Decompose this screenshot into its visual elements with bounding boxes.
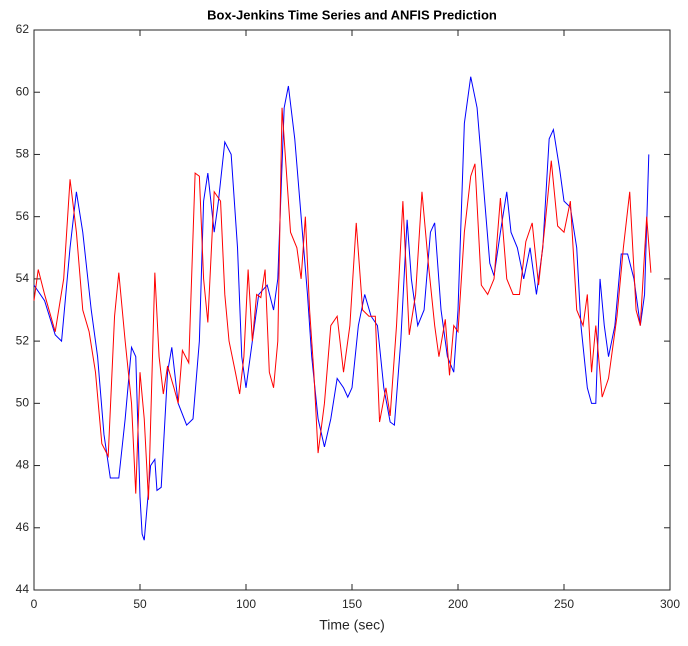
x-tick-label: 200 [448, 597, 468, 611]
y-tick-label: 48 [16, 458, 30, 472]
y-tick-label: 50 [16, 396, 30, 410]
x-tick-label: 0 [31, 597, 38, 611]
y-tick-label: 60 [16, 84, 30, 98]
chart-title: Box-Jenkins Time Series and ANFIS Predic… [207, 7, 497, 22]
y-tick-label: 46 [16, 520, 30, 534]
y-tick-label: 58 [16, 147, 30, 161]
x-tick-label: 50 [133, 597, 147, 611]
y-tick-label: 56 [16, 209, 30, 223]
x-tick-label: 250 [554, 597, 574, 611]
series-line [33, 107, 652, 500]
y-tick-label: 44 [16, 582, 30, 596]
y-tick-label: 54 [16, 271, 30, 285]
x-axis-label: Time (sec) [319, 617, 385, 633]
y-tick-label: 52 [16, 333, 30, 347]
plot-area [33, 29, 671, 591]
x-tick-label: 100 [236, 597, 256, 611]
x-tick-label: 150 [342, 597, 362, 611]
x-tick-label: 300 [660, 597, 680, 611]
y-tick-label: 62 [16, 22, 30, 36]
